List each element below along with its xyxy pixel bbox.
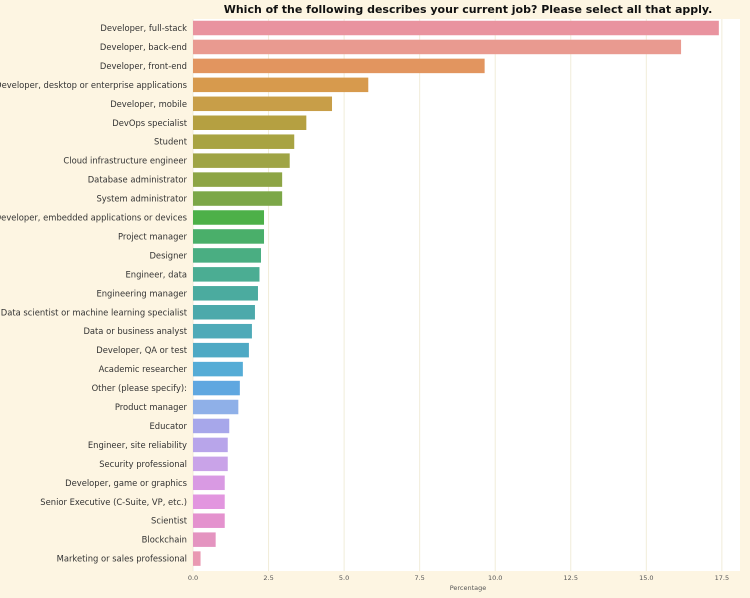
x-tick-label: 17.5 <box>715 574 729 582</box>
bar <box>193 286 258 301</box>
category-label: Marketing or sales professional <box>57 554 187 564</box>
category-label: System administrator <box>96 194 187 204</box>
bar <box>193 20 719 36</box>
bar <box>193 418 230 434</box>
bar <box>193 229 265 244</box>
bar <box>193 513 225 528</box>
x-tick-label: 7.5 <box>414 574 424 582</box>
x-tick-label: 0.0 <box>188 574 198 582</box>
bar <box>193 191 283 206</box>
category-label: Educator <box>149 421 187 431</box>
bar <box>193 532 216 547</box>
bar <box>193 77 369 93</box>
category-label: Engineer, data <box>126 269 188 279</box>
category-label: Developer, QA or test <box>96 345 187 355</box>
category-label: Project manager <box>118 231 188 241</box>
bar <box>193 494 225 509</box>
bar <box>193 96 333 112</box>
bar <box>193 39 682 55</box>
category-label: Developer, desktop or enterprise applica… <box>0 80 187 90</box>
category-label: Developer, mobile <box>110 99 187 109</box>
x-tick-labels: 0.0 2.5 5.0 7.5 10.0 12.5 15.0 17.5 <box>188 574 729 582</box>
category-label: Developer, front-end <box>100 61 187 71</box>
category-label: Student <box>154 137 188 147</box>
category-label: Scientist <box>151 516 188 526</box>
category-label: Data or business analyst <box>83 326 187 336</box>
bar <box>193 153 290 168</box>
category-label: Developer, embedded applications or devi… <box>0 213 187 223</box>
bar <box>193 456 228 472</box>
category-label: Designer <box>149 250 187 260</box>
bar <box>193 323 252 339</box>
x-tick-label: 2.5 <box>263 574 273 582</box>
x-tick-label: 15.0 <box>639 574 653 582</box>
x-tick-label: 5.0 <box>339 574 349 582</box>
bar <box>193 267 260 282</box>
category-label: DevOps specialist <box>112 118 187 128</box>
bar <box>193 58 485 74</box>
bars <box>193 20 719 566</box>
x-tick-label: 10.0 <box>488 574 502 582</box>
category-label: Data scientist or machine learning speci… <box>1 307 188 317</box>
category-label: Database administrator <box>88 175 188 185</box>
bar <box>193 399 239 415</box>
category-label: Product manager <box>115 402 188 412</box>
x-axis-label: Percentage <box>450 584 487 592</box>
bar <box>193 305 255 320</box>
category-label: Academic researcher <box>99 364 188 374</box>
bar <box>193 210 265 225</box>
bar <box>193 380 240 396</box>
bar <box>193 475 225 491</box>
category-label: Developer, back-end <box>100 42 187 52</box>
category-label: Developer, game or graphics <box>65 478 187 488</box>
chart-title: Which of the following describes your cu… <box>224 3 713 16</box>
bar <box>193 437 228 453</box>
category-label: Developer, full-stack <box>100 23 187 33</box>
bar <box>193 361 243 377</box>
category-label: Engineer, site reliability <box>88 440 187 450</box>
category-labels: Developer, full-stack Developer, back-end… <box>0 23 188 564</box>
bar <box>193 551 201 566</box>
category-label: Blockchain <box>142 535 187 545</box>
bar <box>193 248 261 263</box>
x-tick-label: 12.5 <box>564 574 578 582</box>
bar <box>193 115 307 130</box>
category-label: Engineering manager <box>96 288 187 298</box>
bar <box>193 134 295 149</box>
category-label: Other (please specify): <box>92 383 187 393</box>
bar <box>193 342 249 358</box>
category-label: Senior Executive (C-Suite, VP, etc.) <box>40 497 187 507</box>
category-label: Security professional <box>99 459 187 469</box>
bar <box>193 172 283 187</box>
category-label: Cloud infrastructure engineer <box>63 156 187 166</box>
